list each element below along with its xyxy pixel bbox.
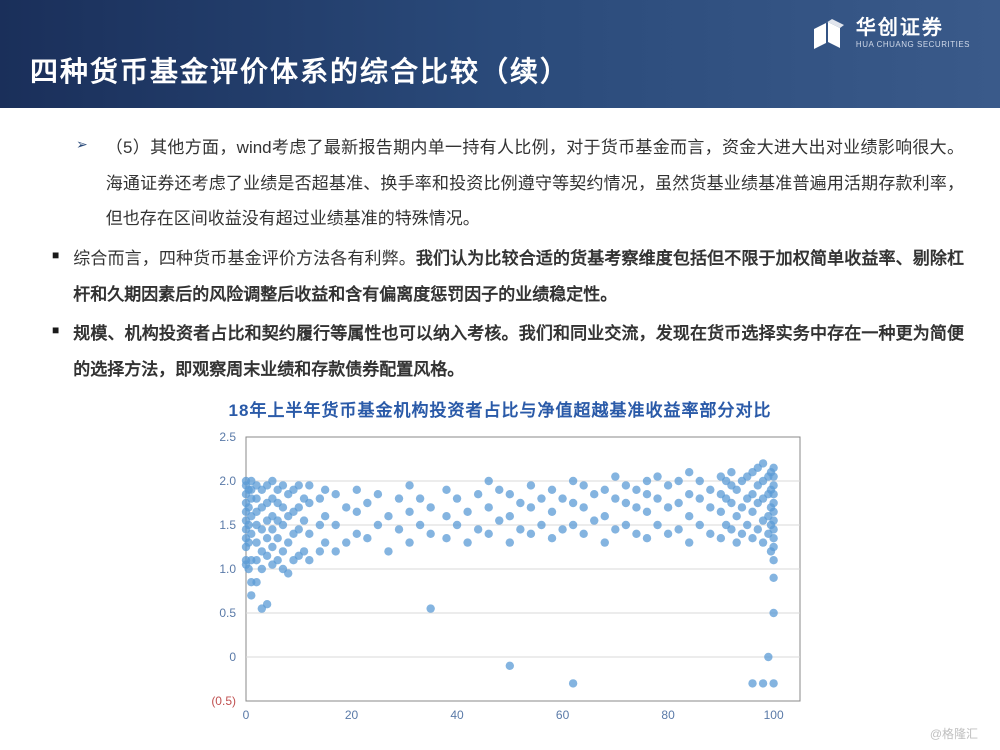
content-area: ➢ （5）其他方面，wind考虑了最新报告期内单一持有人比例，对于货币基金而言，… (0, 108, 1000, 742)
svg-text:0: 0 (229, 650, 236, 664)
svg-text:20: 20 (345, 708, 359, 722)
svg-text:40: 40 (450, 708, 464, 722)
bullet-3: ■ 规模、机构投资者占比和契约履行等属性也可以纳入考核。我们和同业交流，发现在货… (36, 316, 964, 387)
square-icon: ■ (52, 241, 59, 270)
chart-svg: (0.5) 0 0.5 1.0 1.5 2.0 2.5 0 20 40 60 80 100 (190, 427, 810, 737)
svg-text:2.5: 2.5 (219, 430, 236, 444)
chart-container: 18年上半年货币基金机构投资者占比与净值超越基准收益率部分对比 (0.5) 0 0.… (36, 396, 964, 742)
svg-text:100: 100 (764, 708, 784, 722)
svg-text:2.0: 2.0 (219, 474, 236, 488)
bullet-1: ➢ （5）其他方面，wind考虑了最新报告期内单一持有人比例，对于货币基金而言，… (36, 130, 964, 237)
chart-title: 18年上半年货币基金机构投资者占比与净值超越基准收益率部分对比 (36, 396, 964, 421)
logo-text-en: HUA CHUANG SECURITIES (856, 41, 970, 49)
bullet-3-text: 规模、机构投资者占比和契约履行等属性也可以纳入考核。我们和同业交流，发现在货币选… (73, 316, 964, 387)
bullet-1-text: （5）其他方面，wind考虑了最新报告期内单一持有人比例，对于货币基金而言，资金… (106, 130, 964, 237)
svg-text:1.5: 1.5 (219, 518, 236, 532)
logo-icon (812, 19, 848, 49)
svg-text:80: 80 (661, 708, 675, 722)
svg-text:0.5: 0.5 (219, 606, 236, 620)
logo: 华创证券 HUA CHUANG SECURITIES (812, 18, 970, 49)
svg-text:1.0: 1.0 (219, 562, 236, 576)
watermark: @格隆汇 (930, 725, 978, 742)
svg-text:0: 0 (243, 708, 250, 722)
arrow-icon: ➢ (76, 130, 88, 159)
bullet-2: ■ 综合而言，四种货币基金评价方法各有利弊。我们认为比较合适的货基考察维度包括但… (36, 241, 964, 312)
svg-text:60: 60 (556, 708, 570, 722)
page-title: 四种货币基金评价体系的综合比较（续） (30, 50, 570, 90)
square-icon: ■ (52, 316, 59, 345)
header-bar: 四种货币基金评价体系的综合比较（续） 华创证券 HUA CHUANG SECUR… (0, 0, 1000, 108)
svg-text:(0.5): (0.5) (211, 694, 236, 708)
bullet-2-text: 综合而言，四种货币基金评价方法各有利弊。我们认为比较合适的货基考察维度包括但不限… (73, 241, 964, 312)
scatter-chart: (0.5) 0 0.5 1.0 1.5 2.0 2.5 0 20 40 60 80 100 (190, 427, 810, 742)
logo-text-cn: 华创证券 (856, 18, 970, 38)
